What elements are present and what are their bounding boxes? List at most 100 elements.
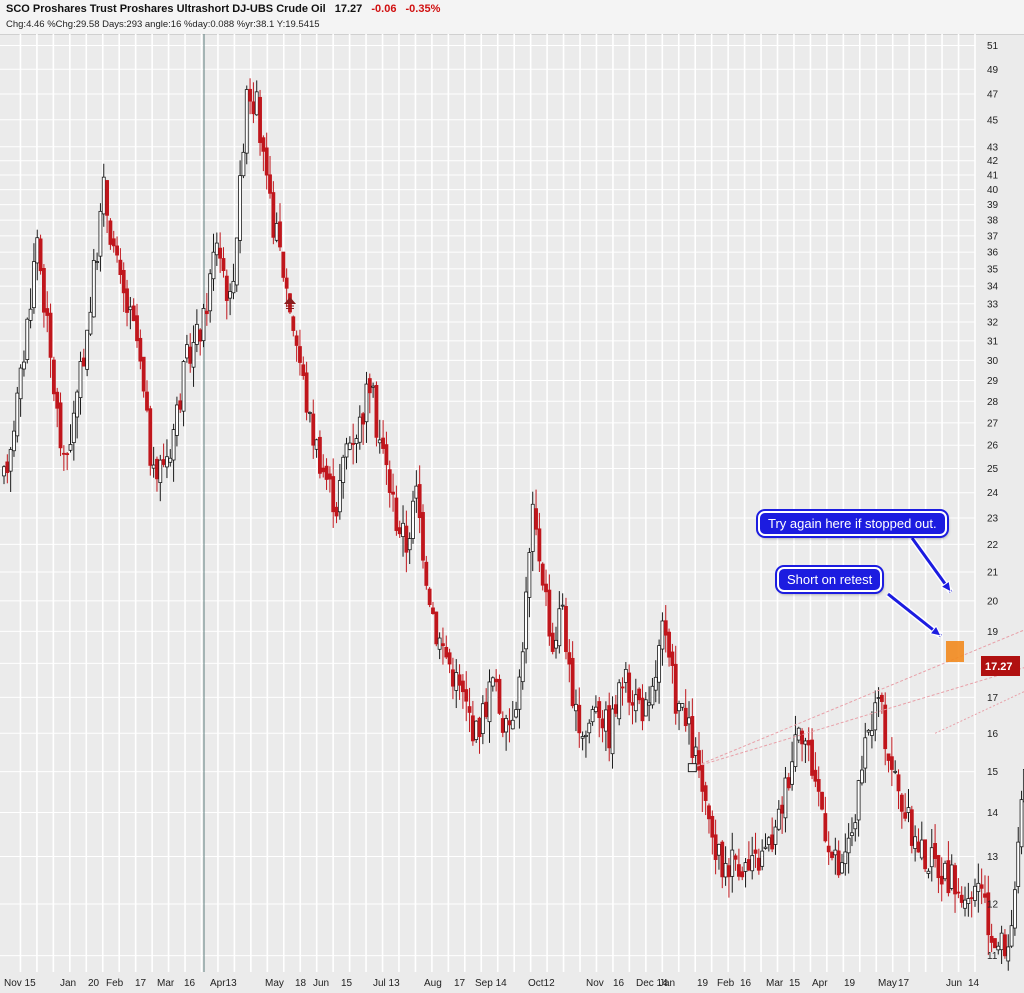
candle <box>557 591 562 654</box>
candle <box>909 805 914 854</box>
candle-body <box>999 932 1004 951</box>
candle <box>55 387 60 428</box>
candle-body <box>477 717 482 738</box>
candle <box>171 423 176 482</box>
candle <box>158 454 163 502</box>
trendline-stats: Chg:4.46 %Chg:29.58 Days:293 angle:16 %d… <box>6 19 320 30</box>
candle-body <box>384 444 389 466</box>
annotation-short-on-retest: Short on retest <box>777 567 883 592</box>
candle <box>956 878 961 899</box>
x-tick-label: Jan <box>659 978 675 989</box>
candle-body <box>850 832 854 836</box>
candle-body <box>264 147 269 176</box>
candle <box>251 82 256 124</box>
candle <box>510 701 515 730</box>
candle <box>65 452 70 471</box>
candle-body <box>830 852 834 859</box>
candle <box>846 823 851 874</box>
candle-body <box>756 857 761 871</box>
annotation-arrow-try-again <box>909 536 954 594</box>
candle <box>258 89 262 156</box>
price-change: -0.06 <box>371 3 397 15</box>
candle-body <box>334 506 339 517</box>
candle-body <box>18 367 23 400</box>
candle-body <box>976 882 981 892</box>
candle <box>653 660 658 703</box>
candle <box>234 237 239 292</box>
candle-body <box>544 583 548 593</box>
candle-body <box>75 391 80 418</box>
y-tick-label: 13 <box>987 852 999 863</box>
candle-body <box>833 849 838 856</box>
candle-body <box>826 845 831 853</box>
candle-body <box>517 676 522 710</box>
candle-body <box>587 722 592 734</box>
candle-body <box>643 699 648 717</box>
y-tick-label: 21 <box>987 567 999 578</box>
candle-body <box>534 508 538 530</box>
candle-body <box>1006 946 1011 962</box>
candle-body <box>411 500 415 539</box>
candle-body <box>298 346 302 363</box>
candle-body <box>281 251 286 278</box>
candle <box>813 752 818 788</box>
candle-body <box>421 512 425 561</box>
candle-body <box>943 862 947 880</box>
candle <box>371 382 376 398</box>
y-tick-label: 32 <box>987 318 999 329</box>
candle <box>384 431 389 485</box>
candle <box>507 708 512 743</box>
candle-body <box>308 412 312 414</box>
candle <box>560 593 565 610</box>
candle-body <box>627 672 632 703</box>
candle <box>690 698 695 765</box>
candle-body <box>703 785 708 801</box>
candle <box>916 828 921 853</box>
candle-body <box>740 871 745 878</box>
candle <box>973 878 977 907</box>
candle-body <box>836 850 841 876</box>
candle-body <box>933 842 937 859</box>
candle <box>514 701 519 719</box>
candle-body <box>148 408 153 466</box>
candle <box>474 720 479 743</box>
candle-body <box>554 639 558 649</box>
candle-body <box>71 412 76 443</box>
y-tick-label: 17 <box>987 693 999 704</box>
candle <box>600 710 605 743</box>
candle-body <box>700 765 705 792</box>
candle <box>48 303 53 378</box>
candle-body <box>158 459 163 483</box>
candle <box>311 399 316 459</box>
y-tick-label: 36 <box>987 248 999 259</box>
candle-body <box>936 855 941 879</box>
candle <box>976 863 981 913</box>
candle <box>284 268 289 308</box>
candle <box>218 232 223 273</box>
y-tick-label: 40 <box>987 185 999 196</box>
candle-body <box>218 247 223 259</box>
candle-body <box>414 485 419 499</box>
candle <box>261 135 266 172</box>
candle-body <box>650 685 655 706</box>
candle <box>544 569 548 607</box>
candle-body <box>727 865 731 878</box>
candle-body <box>208 273 213 312</box>
candle <box>673 645 678 725</box>
candle <box>750 836 755 880</box>
candle-body <box>906 807 911 813</box>
candle <box>347 436 352 451</box>
candle <box>201 303 206 348</box>
y-tick-label: 28 <box>987 397 999 408</box>
candle-body <box>680 703 685 708</box>
candle <box>697 731 701 779</box>
candle <box>15 386 20 443</box>
candle <box>929 828 934 882</box>
candle-body <box>88 311 93 335</box>
x-tick-label: Jan <box>60 978 76 989</box>
candle-body <box>899 794 904 812</box>
x-tick-label: Jul 13 <box>373 978 400 989</box>
candle-body <box>697 750 701 771</box>
y-tick-label: 19 <box>987 627 999 638</box>
